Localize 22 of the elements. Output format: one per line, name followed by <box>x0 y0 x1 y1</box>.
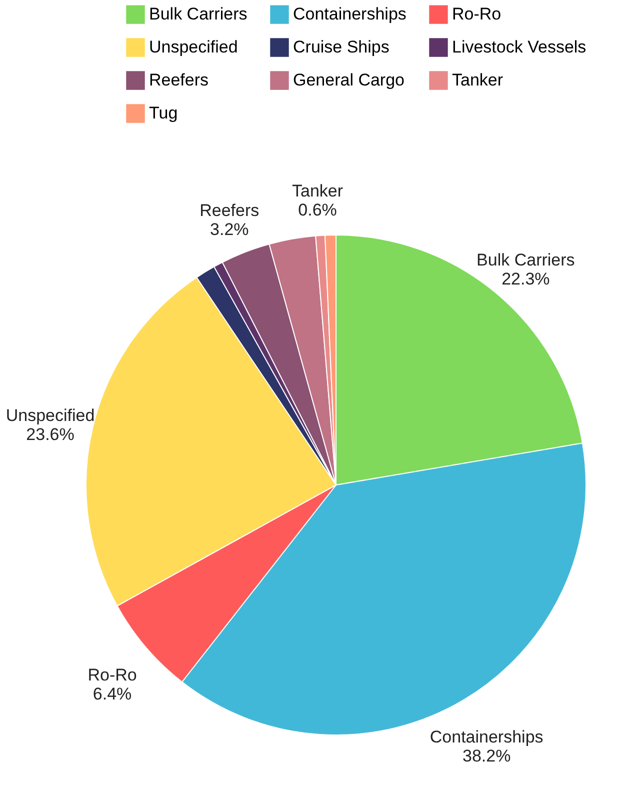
legend-label: Cruise Ships <box>293 38 390 56</box>
legend-label: Reefers <box>149 70 209 90</box>
data-label: 38.2% <box>462 746 511 766</box>
legend-label: Bulk Carriers <box>149 4 248 24</box>
slice-label: Bulk Carriers <box>476 250 575 270</box>
legend-label: Containerships <box>293 4 406 24</box>
slice-label: Tanker <box>292 182 344 201</box>
data-label: 6.4% <box>92 684 132 704</box>
legend-label: Tug <box>149 104 178 122</box>
legend-label: Ro-Ro <box>452 4 502 24</box>
data-label: 22.3% <box>502 269 550 288</box>
slice-label: Containerships <box>430 728 544 747</box>
data-label: 0.6% <box>298 200 337 220</box>
legend-label: Tanker <box>452 70 504 90</box>
slice-label: Reefers <box>200 201 260 220</box>
data-label: 3.2% <box>210 220 249 240</box>
slice-label: Ro-Ro <box>88 666 137 685</box>
data-label: 23.6% <box>26 424 74 444</box>
slice-label: Unspecified <box>6 406 95 425</box>
legend-label: Unspecified <box>149 38 238 56</box>
legend-label: General Cargo <box>293 70 405 90</box>
legend-label: Livestock Vessels <box>452 38 586 56</box>
